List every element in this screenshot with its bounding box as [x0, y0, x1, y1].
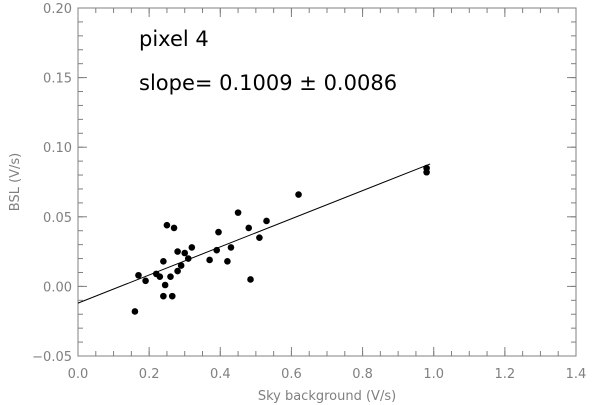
x-tick-label: 1.2: [495, 367, 516, 382]
data-point: [163, 221, 171, 229]
data-point: [160, 292, 167, 300]
data-point: [181, 249, 189, 257]
data-point: [227, 244, 235, 251]
annotation-pixel: pixel 4: [139, 27, 209, 51]
data-point: [170, 224, 178, 232]
data-point: [256, 234, 263, 241]
data-point: [167, 273, 174, 280]
data-point: [142, 277, 149, 285]
data-point: [131, 308, 139, 315]
data-point: [184, 255, 192, 262]
annotation-slope: slope= 0.1009 ± 0.0086: [139, 71, 397, 95]
data-points: [131, 164, 430, 315]
x-tick-label: 1.0: [423, 367, 444, 382]
data-point: [224, 258, 231, 265]
data-point: [177, 262, 185, 269]
y-axis-title: BSL (V/s): [8, 153, 23, 212]
data-point: [188, 244, 196, 251]
y-tick-labels: −0.05 0.00 0.05 0.10 0.15 0.20: [32, 2, 72, 365]
data-point: [234, 209, 242, 216]
data-point: [215, 228, 222, 236]
x-tick-label: 0.4: [210, 367, 231, 382]
data-point: [263, 217, 270, 225]
y-tick-label: 0.05: [43, 211, 72, 226]
x-tick-label: 1.4: [566, 367, 587, 382]
data-point: [161, 281, 169, 289]
data-point: [247, 276, 254, 283]
data-point: [206, 256, 213, 264]
data-point: [174, 267, 181, 275]
data-point: [135, 271, 142, 279]
x-tick-label: 0.2: [139, 367, 160, 382]
x-tick-label: 0.6: [281, 367, 302, 382]
data-point: [295, 191, 302, 198]
y-tick-label: −0.05: [32, 350, 72, 365]
data-point: [174, 248, 181, 255]
data-point: [213, 246, 221, 254]
x-axis-title: Sky background (V/s): [258, 389, 396, 404]
data-point: [156, 273, 164, 280]
data-point: [168, 292, 176, 300]
plot-frame: [77, 7, 577, 357]
data-point: [423, 164, 430, 172]
data-point: [160, 258, 167, 265]
data-point: [245, 224, 253, 232]
x-tick-label: 0.0: [68, 367, 89, 382]
x-tick-label: 0.8: [352, 367, 373, 382]
y-tick-label: 0.15: [43, 72, 72, 87]
y-tick-label: 0.10: [43, 141, 72, 156]
x-tick-labels: 0.0 0.2 0.4 0.6 0.8 1.0 1.2 1.4: [68, 367, 587, 382]
y-tick-label: 0.20: [43, 2, 72, 17]
y-tick-label: 0.00: [43, 280, 72, 295]
fit-line: [77, 163, 431, 304]
tick-marks: [77, 7, 577, 357]
